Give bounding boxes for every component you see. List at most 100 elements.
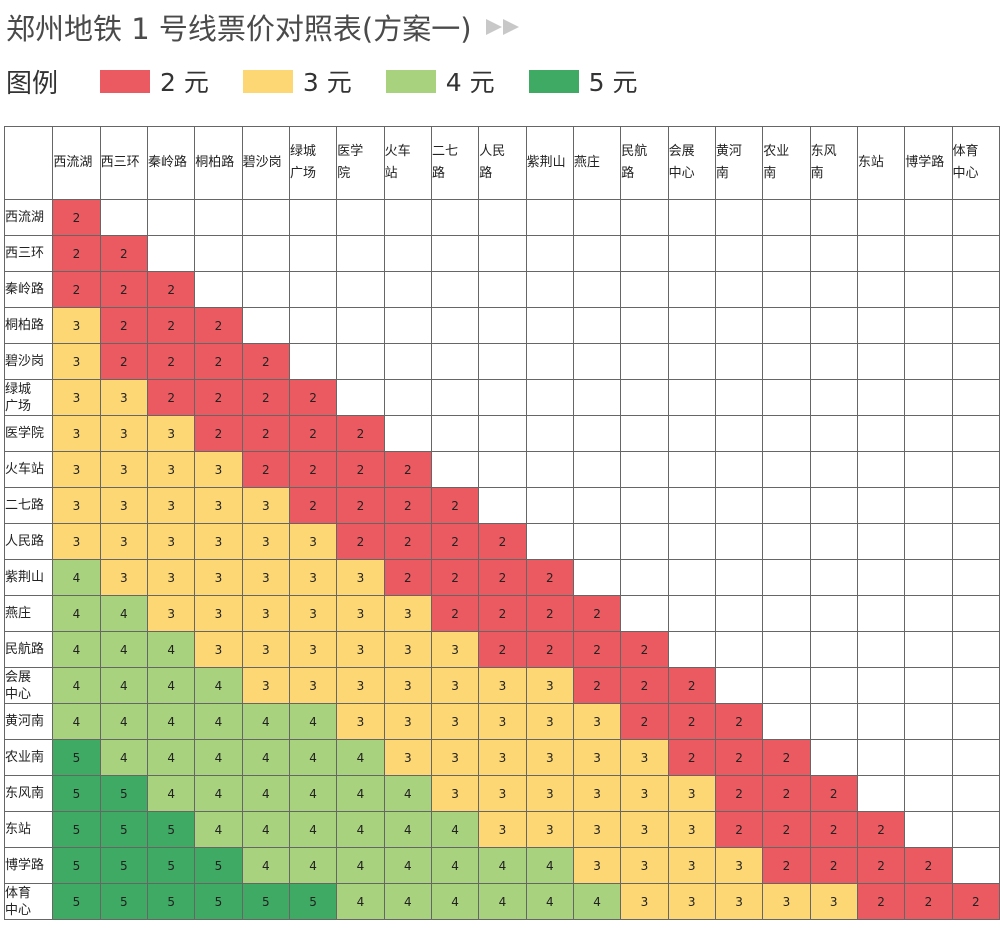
fare-cell: 5 xyxy=(52,847,101,884)
column-header: 医学院 xyxy=(336,126,385,200)
table-row: 火车站 3 3 3 3 2 2 2 2 xyxy=(3,451,1000,488)
fare-cell: 3 xyxy=(478,667,527,704)
fare-cell: 2 xyxy=(430,595,480,632)
fare-cell: 3 xyxy=(52,415,101,452)
fare-cell: 2 xyxy=(430,559,480,596)
empty-cell xyxy=(620,235,669,272)
fare-cell: 2 xyxy=(383,451,432,488)
fare-cell: 3 xyxy=(478,703,527,740)
row-header: 火车站 xyxy=(3,451,54,488)
fare-cell: 4 xyxy=(194,811,243,848)
legend-item-5: 5 元 xyxy=(528,63,637,99)
empty-cell xyxy=(572,379,622,416)
fare-cell: 2 xyxy=(241,451,290,488)
empty-cell xyxy=(904,379,953,416)
fare-cell: 3 xyxy=(430,631,480,668)
fare-table-body: 西流湖 2 西三环 2 2 秦岭路 2 2 2 桐柏路 3 2 2 2 碧沙岗 3 2 2 2 2 绿城 广场 3 3 2 2 2 2… xyxy=(3,199,1000,920)
column-header: 博学路 xyxy=(904,126,953,200)
empty-cell xyxy=(762,703,811,740)
fare-cell: 2 xyxy=(288,487,338,524)
empty-cell xyxy=(762,559,811,596)
fare-cell: 4 xyxy=(99,739,148,776)
fare-cell: 3 xyxy=(146,595,196,632)
empty-cell xyxy=(667,631,716,668)
empty-cell xyxy=(336,271,385,308)
column-header: 桐柏路 xyxy=(194,126,243,200)
empty-cell xyxy=(856,487,906,524)
fare-cell: 3 xyxy=(478,775,527,812)
empty-cell xyxy=(525,343,574,380)
fare-cell: 2 xyxy=(288,379,338,416)
empty-cell xyxy=(525,415,574,452)
row-header: 会展 中心 xyxy=(3,667,54,704)
empty-cell xyxy=(478,415,527,452)
column-header: 紫荆山 xyxy=(525,126,574,200)
fare-cell: 3 xyxy=(336,595,385,632)
empty-cell xyxy=(904,487,953,524)
fare-cell: 2 xyxy=(714,739,764,776)
fare-cell: 3 xyxy=(194,595,243,632)
fare-cell: 4 xyxy=(430,883,480,920)
fare-cell: 3 xyxy=(383,739,432,776)
fare-cell: 5 xyxy=(52,739,101,776)
fare-cell: 3 xyxy=(667,847,716,884)
fare-cell: 4 xyxy=(288,739,338,776)
empty-cell xyxy=(620,379,669,416)
empty-cell xyxy=(478,235,527,272)
empty-cell xyxy=(809,595,858,632)
empty-cell xyxy=(762,631,811,668)
empty-cell xyxy=(667,271,716,308)
fare-cell: 2 xyxy=(667,703,716,740)
empty-cell xyxy=(478,271,527,308)
empty-cell xyxy=(762,487,811,524)
fare-cell: 3 xyxy=(383,667,432,704)
legend-swatch xyxy=(242,69,293,93)
empty-cell xyxy=(856,235,906,272)
fare-cell: 4 xyxy=(194,775,243,812)
column-header: 东风南 xyxy=(809,126,858,200)
empty-cell xyxy=(572,343,622,380)
row-header: 医学院 xyxy=(3,415,54,452)
empty-cell xyxy=(951,559,1000,596)
table-row: 会展 中心 4 4 4 4 3 3 3 3 3 3 3 2 2 2 xyxy=(3,667,1000,704)
empty-cell xyxy=(714,199,764,236)
empty-cell xyxy=(856,271,906,308)
fare-cell: 3 xyxy=(620,847,669,884)
fare-cell: 4 xyxy=(241,703,290,740)
empty-cell xyxy=(194,271,243,308)
fare-cell: 4 xyxy=(288,847,338,884)
empty-cell xyxy=(667,415,716,452)
row-header: 绿城 广场 xyxy=(3,379,54,416)
fare-cell: 5 xyxy=(241,883,290,920)
fare-cell: 5 xyxy=(99,811,148,848)
column-header: 体育 中心 xyxy=(951,126,1000,200)
fare-cell: 2 xyxy=(525,631,574,668)
row-header: 秦岭路 xyxy=(3,271,54,308)
fare-cell: 2 xyxy=(667,739,716,776)
empty-cell xyxy=(951,235,1000,272)
legend: 图例 2 元 3 元 4 元 5 元 xyxy=(6,60,671,102)
column-header: 人民路 xyxy=(478,126,527,200)
fare-cell: 3 xyxy=(572,703,622,740)
fare-cell: 2 xyxy=(146,343,196,380)
empty-cell xyxy=(714,523,764,560)
empty-cell xyxy=(856,199,906,236)
empty-cell xyxy=(856,631,906,668)
fare-cell: 5 xyxy=(99,847,148,884)
fare-cell: 2 xyxy=(762,739,811,776)
fare-cell: 3 xyxy=(241,487,290,524)
fare-cell: 4 xyxy=(99,595,148,632)
empty-cell xyxy=(714,235,764,272)
empty-cell xyxy=(714,631,764,668)
fare-cell: 4 xyxy=(241,847,290,884)
empty-cell xyxy=(951,703,1000,740)
fare-cell: 4 xyxy=(52,703,101,740)
empty-cell xyxy=(856,307,906,344)
empty-cell xyxy=(856,523,906,560)
fare-cell: 4 xyxy=(99,631,148,668)
fare-cell: 4 xyxy=(383,883,432,920)
fare-cell: 3 xyxy=(99,379,148,416)
legend-title: 图例 xyxy=(6,68,59,99)
fare-cell: 5 xyxy=(146,847,196,884)
empty-cell xyxy=(951,523,1000,560)
